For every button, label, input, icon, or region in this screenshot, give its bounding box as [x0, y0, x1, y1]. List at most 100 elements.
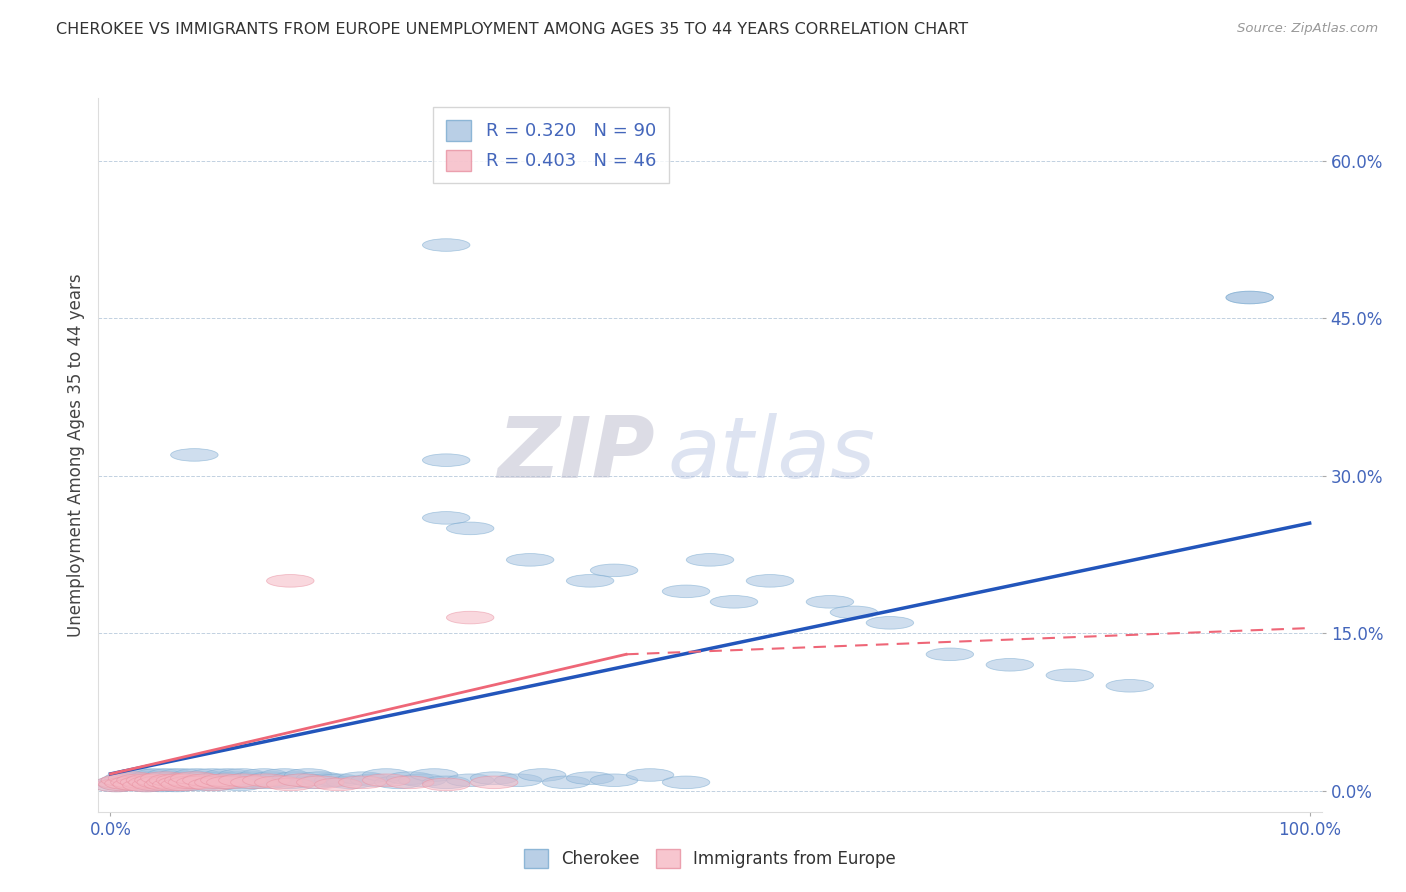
Ellipse shape	[422, 778, 470, 790]
Ellipse shape	[135, 774, 183, 787]
Ellipse shape	[111, 774, 157, 787]
Ellipse shape	[278, 774, 326, 787]
Ellipse shape	[159, 769, 207, 781]
Ellipse shape	[125, 776, 173, 789]
Ellipse shape	[339, 776, 387, 789]
Ellipse shape	[111, 776, 157, 789]
Ellipse shape	[128, 776, 176, 789]
Text: atlas: atlas	[668, 413, 875, 497]
Ellipse shape	[170, 776, 218, 789]
Ellipse shape	[135, 769, 183, 781]
Ellipse shape	[471, 772, 517, 784]
Ellipse shape	[104, 777, 152, 789]
Ellipse shape	[149, 776, 197, 789]
Ellipse shape	[153, 780, 200, 792]
Ellipse shape	[104, 772, 152, 784]
Ellipse shape	[447, 522, 494, 534]
Ellipse shape	[96, 776, 143, 789]
Ellipse shape	[228, 776, 276, 789]
Ellipse shape	[398, 774, 446, 787]
Ellipse shape	[145, 778, 191, 790]
Ellipse shape	[315, 778, 361, 790]
Ellipse shape	[201, 774, 247, 787]
Ellipse shape	[591, 564, 638, 576]
Ellipse shape	[519, 769, 565, 781]
Ellipse shape	[112, 778, 160, 790]
Ellipse shape	[146, 778, 194, 790]
Ellipse shape	[866, 616, 914, 629]
Ellipse shape	[159, 776, 207, 789]
Ellipse shape	[169, 776, 215, 789]
Ellipse shape	[177, 776, 224, 789]
Ellipse shape	[249, 772, 297, 784]
Ellipse shape	[173, 769, 221, 781]
Ellipse shape	[162, 778, 208, 790]
Ellipse shape	[136, 776, 184, 789]
Ellipse shape	[177, 778, 224, 790]
Ellipse shape	[188, 778, 236, 790]
Ellipse shape	[127, 774, 174, 787]
Ellipse shape	[506, 554, 554, 566]
Ellipse shape	[98, 778, 146, 790]
Ellipse shape	[122, 780, 170, 792]
Ellipse shape	[156, 774, 204, 787]
Ellipse shape	[1107, 680, 1153, 692]
Y-axis label: Unemployment Among Ages 35 to 44 years: Unemployment Among Ages 35 to 44 years	[66, 273, 84, 637]
Ellipse shape	[986, 658, 1033, 671]
Ellipse shape	[363, 769, 411, 781]
Ellipse shape	[186, 776, 232, 789]
Ellipse shape	[170, 772, 218, 784]
Ellipse shape	[159, 776, 207, 789]
Text: CHEROKEE VS IMMIGRANTS FROM EUROPE UNEMPLOYMENT AMONG AGES 35 TO 44 YEARS CORREL: CHEROKEE VS IMMIGRANTS FROM EUROPE UNEMP…	[56, 22, 969, 37]
Ellipse shape	[447, 774, 494, 787]
Ellipse shape	[927, 648, 973, 661]
Ellipse shape	[567, 574, 614, 587]
Ellipse shape	[387, 776, 434, 789]
Ellipse shape	[254, 774, 302, 787]
Ellipse shape	[339, 772, 387, 784]
Ellipse shape	[218, 774, 266, 787]
Text: ZIP: ZIP	[498, 413, 655, 497]
Text: Source: ZipAtlas.com: Source: ZipAtlas.com	[1237, 22, 1378, 36]
Ellipse shape	[626, 769, 673, 781]
Ellipse shape	[363, 774, 411, 787]
Ellipse shape	[422, 454, 470, 467]
Ellipse shape	[543, 776, 591, 789]
Ellipse shape	[104, 777, 152, 789]
Ellipse shape	[183, 772, 231, 784]
Ellipse shape	[117, 776, 165, 789]
Ellipse shape	[165, 774, 212, 787]
Ellipse shape	[207, 776, 254, 789]
Ellipse shape	[169, 774, 215, 787]
Ellipse shape	[567, 772, 614, 784]
Ellipse shape	[422, 512, 470, 524]
Ellipse shape	[267, 574, 314, 587]
Ellipse shape	[101, 774, 149, 787]
Ellipse shape	[132, 778, 180, 790]
Ellipse shape	[121, 774, 167, 787]
Ellipse shape	[156, 774, 204, 787]
Ellipse shape	[297, 772, 344, 784]
Ellipse shape	[96, 776, 143, 789]
Ellipse shape	[141, 776, 188, 789]
Ellipse shape	[122, 769, 170, 781]
Ellipse shape	[194, 774, 242, 787]
Ellipse shape	[422, 239, 470, 252]
Ellipse shape	[194, 776, 242, 789]
Ellipse shape	[153, 778, 200, 790]
Ellipse shape	[145, 774, 191, 787]
Ellipse shape	[686, 554, 734, 566]
Ellipse shape	[1226, 291, 1274, 304]
Ellipse shape	[170, 449, 218, 461]
Ellipse shape	[112, 769, 160, 781]
Ellipse shape	[135, 776, 183, 789]
Ellipse shape	[350, 774, 398, 787]
Ellipse shape	[710, 596, 758, 608]
Ellipse shape	[231, 772, 278, 784]
Ellipse shape	[149, 774, 197, 787]
Ellipse shape	[127, 772, 174, 784]
Ellipse shape	[273, 772, 321, 784]
Ellipse shape	[231, 776, 278, 789]
Ellipse shape	[141, 772, 188, 784]
Ellipse shape	[236, 774, 284, 787]
